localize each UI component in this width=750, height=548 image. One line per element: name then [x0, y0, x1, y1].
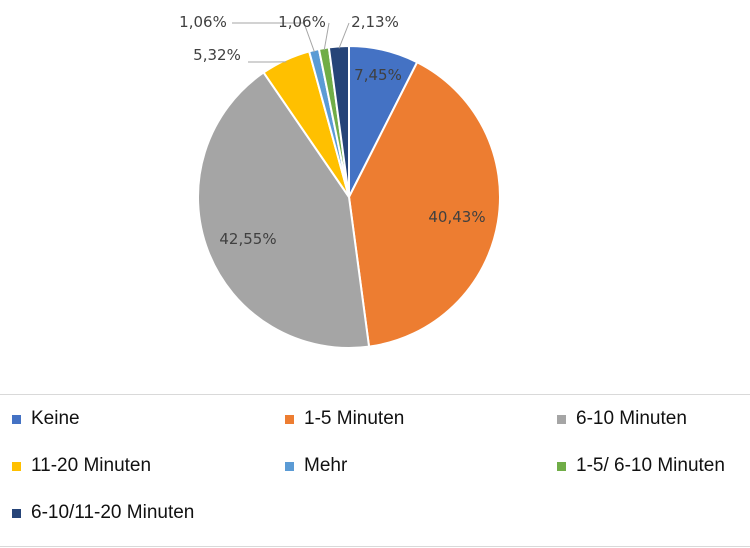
- data-label-1-5-minuten: 40,43%: [428, 208, 485, 226]
- legend-item-6-10-minuten: 6-10 Minuten: [557, 408, 687, 430]
- legend-label: Keine: [31, 408, 80, 429]
- leader-line-mehr: [232, 22, 315, 53]
- data-label-keine: 7,45%: [354, 66, 402, 84]
- legend-swatch-6-10-minuten: [557, 414, 566, 424]
- legend-item-mehr: Mehr: [285, 455, 347, 477]
- data-label-mehr: 1,06%: [179, 13, 227, 31]
- legend-item-keine: Keine: [12, 408, 80, 430]
- pie-slices: [197, 44, 501, 349]
- legend-label: 6-10/11-20 Minuten: [31, 502, 195, 523]
- legend-item-1-5-6-10-minuten: 1-5/ 6-10 Minuten: [557, 455, 725, 477]
- legend-label: 1-5/ 6-10 Minuten: [576, 455, 725, 476]
- legend-item-6-10-11-20-minuten: 6-10/11-20 Minuten: [12, 502, 194, 524]
- legend-label: 1-5 Minuten: [304, 408, 405, 429]
- legend-swatch-keine: [12, 414, 21, 424]
- pie-chart: 7,45% 40,43% 42,55% 5,32% 1,06% 1,06% 2,13%: [179, 13, 501, 349]
- legend-item-11-20-minuten: 11-20 Minuten: [12, 455, 151, 477]
- legend-swatch-11-20-minuten: [12, 461, 21, 471]
- legend: Keine 1-5 Minuten 6-10 Minuten 11-20 Min…: [0, 396, 750, 536]
- legend-swatch-1-5-minuten: [285, 414, 294, 424]
- pie-data-labels: 7,45% 40,43% 42,55% 5,32% 1,06% 1,06% 2,13%: [179, 13, 485, 248]
- legend-bottom-divider: [0, 546, 750, 547]
- legend-label: 6-10 Minuten: [576, 408, 687, 429]
- pie-slice-6-10-minuten: [197, 71, 371, 349]
- pie-slice-1-5-minuten: [347, 60, 501, 348]
- data-label-6-10-minuten: 42,55%: [219, 230, 276, 248]
- legend-swatch-6-10-11-20-minuten: [12, 508, 21, 518]
- legend-item-1-5-minuten: 1-5 Minuten: [285, 408, 404, 430]
- data-label-11-20-minuten: 5,32%: [193, 46, 241, 64]
- legend-top-divider: [0, 394, 750, 395]
- leader-line-6-10-11-20-minuten: [338, 22, 350, 49]
- legend-swatch-mehr: [285, 461, 294, 471]
- pie-slice-6-10-11-20-minuten: [327, 44, 350, 198]
- data-label-1-5-6-10-minuten: 1,06%: [278, 13, 326, 31]
- legend-swatch-1-5-6-10-minuten: [557, 461, 566, 471]
- leader-line-1-5-6-10-minuten: [323, 22, 330, 51]
- legend-label: 11-20 Minuten: [31, 455, 152, 476]
- data-label-6-10-11-20-minuten: 2,13%: [351, 13, 399, 31]
- legend-label: Mehr: [304, 455, 348, 476]
